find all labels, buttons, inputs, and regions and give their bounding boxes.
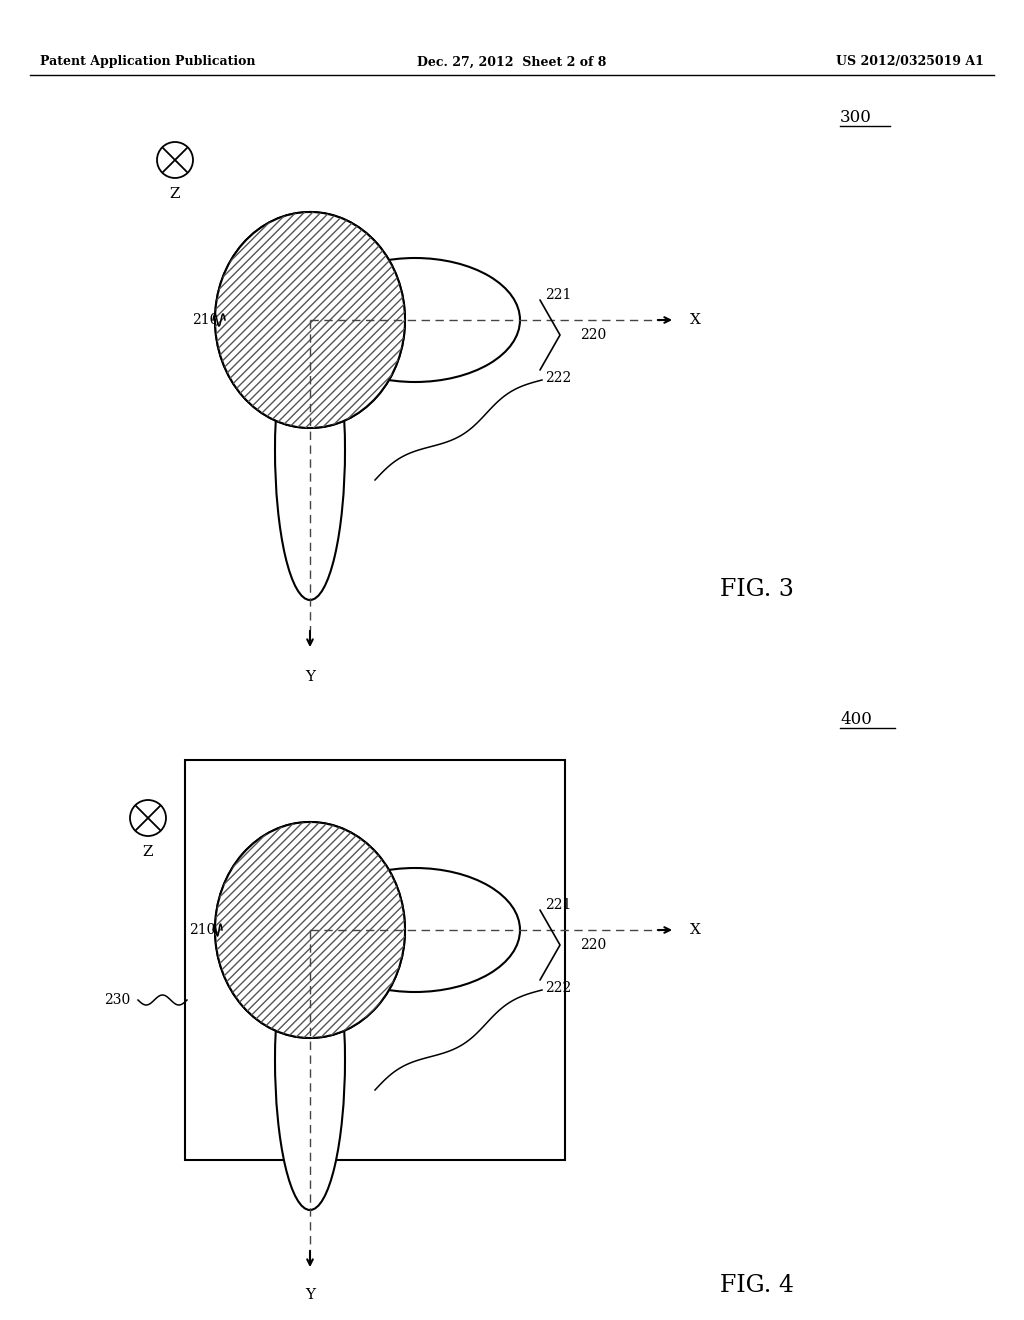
Ellipse shape bbox=[215, 822, 406, 1038]
Text: 220: 220 bbox=[580, 327, 606, 342]
Text: 221: 221 bbox=[545, 288, 571, 302]
Ellipse shape bbox=[215, 213, 406, 428]
Text: 400: 400 bbox=[840, 711, 871, 729]
Text: X: X bbox=[690, 923, 700, 937]
Text: 230: 230 bbox=[103, 993, 130, 1007]
Text: 222: 222 bbox=[545, 981, 571, 995]
Text: Patent Application Publication: Patent Application Publication bbox=[40, 55, 256, 69]
Bar bbox=[185, 760, 565, 1160]
Text: X: X bbox=[690, 313, 700, 327]
Text: 300: 300 bbox=[840, 110, 871, 127]
Text: Z: Z bbox=[142, 845, 154, 859]
Text: 222: 222 bbox=[545, 371, 571, 385]
Text: 210: 210 bbox=[188, 923, 215, 937]
Text: 221: 221 bbox=[545, 898, 571, 912]
Text: Y: Y bbox=[305, 1288, 315, 1302]
Text: Z: Z bbox=[170, 187, 180, 201]
Text: FIG. 4: FIG. 4 bbox=[720, 1274, 794, 1296]
Ellipse shape bbox=[215, 213, 406, 428]
Text: 220: 220 bbox=[580, 939, 606, 952]
Ellipse shape bbox=[275, 300, 345, 601]
Ellipse shape bbox=[310, 869, 520, 993]
Text: Dec. 27, 2012  Sheet 2 of 8: Dec. 27, 2012 Sheet 2 of 8 bbox=[418, 55, 606, 69]
Text: Y: Y bbox=[305, 671, 315, 684]
Text: FIG. 3: FIG. 3 bbox=[720, 578, 794, 602]
Text: US 2012/0325019 A1: US 2012/0325019 A1 bbox=[837, 55, 984, 69]
Text: 210: 210 bbox=[191, 313, 218, 327]
Ellipse shape bbox=[275, 909, 345, 1210]
Ellipse shape bbox=[310, 257, 520, 381]
Ellipse shape bbox=[215, 822, 406, 1038]
